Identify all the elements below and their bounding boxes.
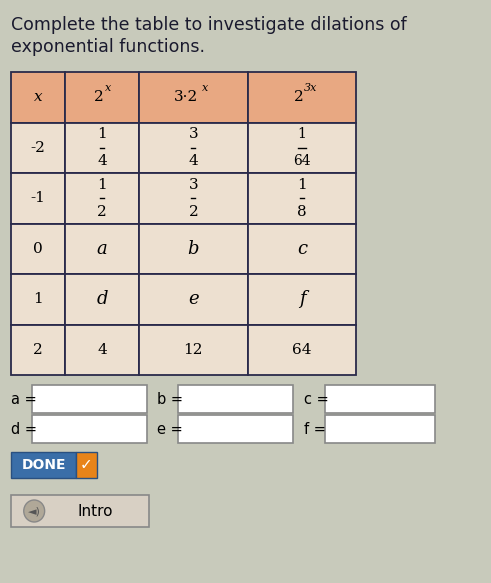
Bar [11,325,65,375]
Text: Intro: Intro [77,504,113,518]
Text: f: f [299,290,305,308]
Text: 4: 4 [189,154,198,168]
Text: x: x [34,90,42,104]
Bar [32,385,147,413]
Text: a =: a = [11,392,37,406]
Bar [247,122,356,173]
Text: b: b [188,240,199,258]
Bar [32,415,147,443]
Text: c: c [297,240,307,258]
Text: 0: 0 [33,242,43,256]
Bar [65,72,139,122]
Text: a: a [97,240,108,258]
Text: x: x [105,83,111,93]
Text: c =: c = [304,392,329,406]
Bar [11,223,65,274]
Text: ◄): ◄) [28,506,41,516]
Text: DONE: DONE [22,458,66,472]
Text: e =: e = [157,422,183,437]
Text: 1: 1 [97,178,107,192]
Bar [139,173,247,223]
Text: d =: d = [11,422,37,437]
Text: 2: 2 [33,343,43,357]
Text: 8: 8 [297,205,307,219]
Bar [139,274,247,325]
Bar [139,122,247,173]
Text: b =: b = [157,392,183,406]
Text: ✓: ✓ [80,458,93,472]
Text: 12: 12 [184,343,203,357]
Text: -2: -2 [31,141,46,154]
Text: x: x [202,83,208,93]
Bar [76,452,97,478]
Circle shape [24,500,45,522]
Bar [11,452,76,478]
Bar [65,173,139,223]
Text: 2: 2 [189,205,198,219]
Text: e: e [188,290,199,308]
Text: 64: 64 [293,154,311,168]
Bar [178,385,293,413]
Bar [11,72,65,122]
Bar [139,72,247,122]
Text: Complete the table to investigate dilations of: Complete the table to investigate dilati… [11,16,407,34]
Text: 1: 1 [33,292,43,306]
Text: f =: f = [304,422,326,437]
Bar [139,325,247,375]
Text: 3x: 3x [304,83,317,93]
Text: exponential functions.: exponential functions. [11,38,205,56]
Bar [11,274,65,325]
Bar [65,325,139,375]
Bar [178,415,293,443]
Bar [65,122,139,173]
Bar [139,223,247,274]
Bar [247,274,356,325]
Bar [247,72,356,122]
Text: 3: 3 [189,178,198,192]
Text: 1: 1 [297,178,307,192]
Bar [247,173,356,223]
Text: 2: 2 [294,90,304,104]
Bar [65,274,139,325]
Bar [325,415,435,443]
Bar [11,122,65,173]
Text: 2: 2 [94,90,104,104]
Text: -1: -1 [31,191,46,205]
Text: 2: 2 [97,205,107,219]
Text: 4: 4 [97,154,107,168]
Text: 3: 3 [189,127,198,141]
Text: 4: 4 [97,343,107,357]
Bar [247,223,356,274]
Text: 64: 64 [292,343,312,357]
Bar [65,223,139,274]
Text: 1: 1 [97,127,107,141]
Bar [325,385,435,413]
Bar [247,325,356,375]
Bar [11,495,149,527]
Text: 3·2: 3·2 [174,90,198,104]
Text: d: d [96,290,108,308]
Text: 1: 1 [298,127,306,141]
Bar [11,173,65,223]
